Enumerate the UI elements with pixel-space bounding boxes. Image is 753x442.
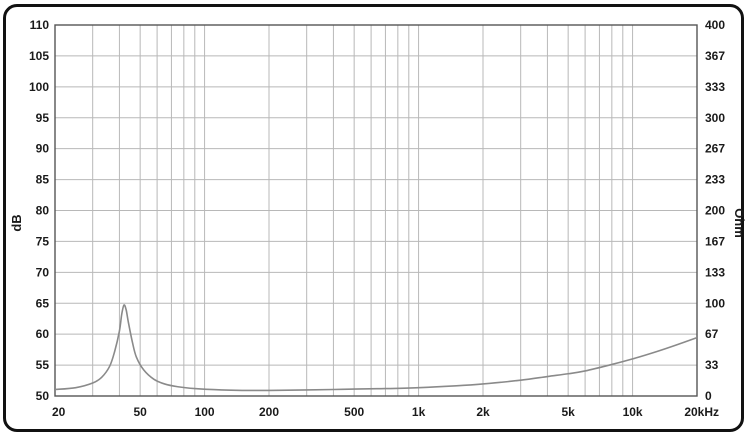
plot-border bbox=[54, 24, 698, 397]
x-tick-label: 2k bbox=[476, 405, 490, 419]
y-tick-label: 90 bbox=[36, 142, 50, 156]
y-tick-label: 60 bbox=[36, 327, 50, 341]
y2-axis-title: Ohm bbox=[732, 208, 747, 238]
y-tick-label: 100 bbox=[29, 80, 49, 94]
chart-frame: 50 55 60 65 70 75 80 85 90 95 100 105 110 0 33 67 100 133… bbox=[3, 4, 747, 432]
y2-tick-label: 0 bbox=[705, 389, 712, 403]
y-tick-label: 95 bbox=[36, 111, 50, 125]
y2-tick-label: 67 bbox=[705, 327, 719, 341]
plot-area bbox=[54, 304, 698, 392]
y-tick-label: 55 bbox=[36, 358, 50, 372]
x-tick-label: 100 bbox=[195, 405, 215, 419]
x-tick-label: 500 bbox=[344, 405, 364, 419]
y2-tick-label: 167 bbox=[705, 234, 725, 248]
y-tick-label: 105 bbox=[29, 49, 49, 63]
impedance-chart: 50 55 60 65 70 75 80 85 90 95 100 105 110 0 33 67 100 133… bbox=[9, 18, 747, 419]
tick-labels: 50 55 60 65 70 75 80 85 90 95 100 105 110 0 33 67 100 133… bbox=[29, 18, 725, 419]
y-tick-label: 75 bbox=[36, 234, 50, 248]
y-axis-title: dB bbox=[9, 214, 24, 231]
x-tick-label: 20kHz bbox=[684, 405, 719, 419]
x-tick-label: 200 bbox=[259, 405, 279, 419]
y2-tick-label: 133 bbox=[705, 265, 725, 279]
x-tick-label: 5k bbox=[561, 405, 575, 419]
y2-tick-label: 33 bbox=[705, 358, 719, 372]
y2-tick-label: 400 bbox=[705, 18, 725, 32]
y-tick-label: 80 bbox=[36, 204, 50, 218]
x-tick-label: 50 bbox=[133, 405, 147, 419]
y-tick-label: 65 bbox=[36, 296, 50, 310]
grid bbox=[54, 24, 698, 397]
x-tick-label: 20 bbox=[52, 405, 66, 419]
x-tick-label: 1k bbox=[412, 405, 426, 419]
x-tick-label: 10k bbox=[623, 405, 643, 419]
y-tick-label: 85 bbox=[36, 173, 50, 187]
y2-tick-label: 267 bbox=[705, 142, 725, 156]
y-tick-label: 110 bbox=[30, 18, 50, 32]
impedance-curve bbox=[54, 304, 698, 392]
y-tick-label: 50 bbox=[36, 389, 50, 403]
y2-tick-label: 300 bbox=[705, 111, 725, 125]
y-tick-label: 70 bbox=[36, 265, 50, 279]
y2-tick-label: 200 bbox=[705, 204, 725, 218]
y2-tick-label: 233 bbox=[705, 173, 725, 187]
y2-tick-label: 100 bbox=[705, 296, 725, 310]
y2-tick-label: 367 bbox=[705, 49, 725, 63]
y2-tick-label: 333 bbox=[705, 80, 725, 94]
